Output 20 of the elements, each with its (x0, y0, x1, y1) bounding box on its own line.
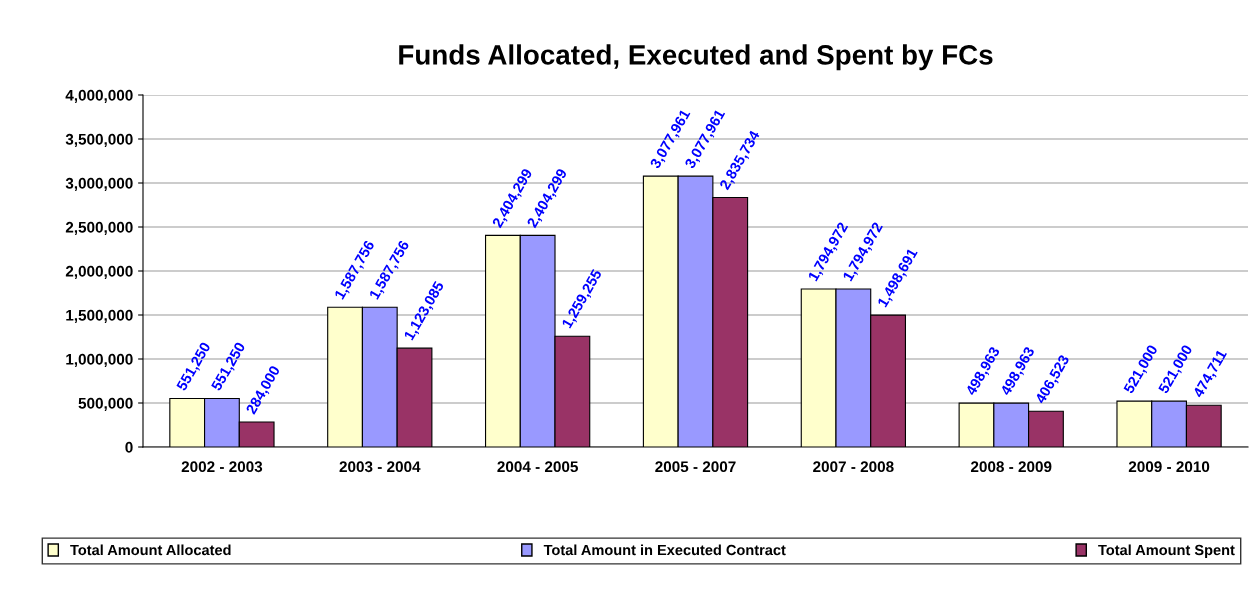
x-tick-label: 2005 - 2007 (655, 461, 736, 473)
x-tick-label: 2002 - 2003 (181, 461, 263, 473)
x-tick-label: 2008 - 2009 (970, 461, 1052, 473)
x-tick-label: 2007 - 2008 (813, 461, 894, 473)
legend-label: Total Amount Spent (1098, 544, 1235, 559)
y-tick-label: 0 (125, 441, 133, 453)
y-tick-label: 4,000,000 (65, 89, 133, 103)
x-tick-label: 2004 - 2005 (497, 461, 578, 473)
legend-label: Total Amount Allocated (70, 544, 231, 556)
x-tick-label: 2009 - 2010 (1128, 461, 1210, 473)
y-tick-label: 1,500,000 (66, 309, 133, 323)
x-tick-label: 2003 - 2004 (339, 461, 421, 473)
chart-title: Funds Allocated, Executed and Spent by FCs (399, 44, 993, 71)
y-tick-label: 1,000,000 (66, 353, 133, 367)
y-tick-label: 3,000,000 (65, 177, 133, 191)
y-tick-label: 2,500,000 (65, 221, 133, 235)
y-tick-label: 3,500,000 (65, 133, 133, 147)
legend-label: Total Amount in Executed Contract (543, 544, 786, 556)
y-tick-label: 500,000 (78, 397, 133, 411)
y-tick-label: 2,000,000 (65, 265, 133, 279)
